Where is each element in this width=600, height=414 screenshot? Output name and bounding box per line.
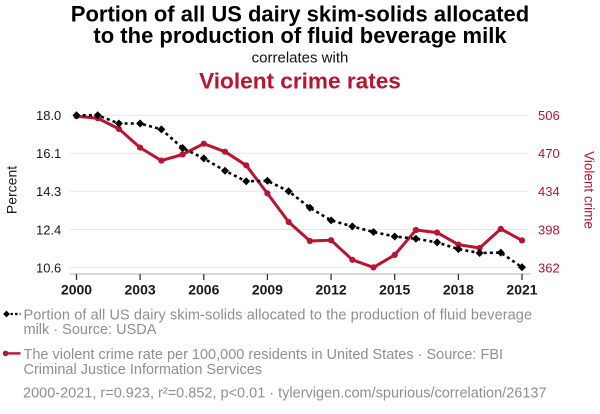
svg-text:Portion of all US dairy skim-s: Portion of all US dairy skim-solids allo… <box>71 1 529 26</box>
svg-text:2003: 2003 <box>125 282 156 298</box>
svg-text:milk · Source: USDA: milk · Source: USDA <box>24 322 157 338</box>
svg-text:2021: 2021 <box>506 282 537 298</box>
svg-text:12.4: 12.4 <box>36 222 61 237</box>
svg-text:362: 362 <box>538 260 560 275</box>
svg-text:2012: 2012 <box>316 282 347 298</box>
svg-text:Violent crime: Violent crime <box>582 151 597 229</box>
svg-text:398: 398 <box>538 222 560 237</box>
svg-text:2006: 2006 <box>188 282 219 298</box>
svg-text:470: 470 <box>538 146 560 161</box>
svg-text:Violent crime rates: Violent crime rates <box>199 68 401 93</box>
svg-text:10.6: 10.6 <box>36 260 61 275</box>
svg-text:Percent: Percent <box>4 166 20 214</box>
svg-text:2018: 2018 <box>443 282 474 298</box>
svg-text:to the production of fluid bev: to the production of fluid beverage milk <box>93 23 507 48</box>
svg-text:18.0: 18.0 <box>36 108 61 123</box>
svg-text:2009: 2009 <box>252 282 283 298</box>
svg-text:The violent crime rate per 100: The violent crime rate per 100,000 resid… <box>24 347 504 363</box>
svg-text:506: 506 <box>538 108 560 123</box>
svg-text:Criminal Justice Information S: Criminal Justice Information Services <box>24 362 263 378</box>
svg-text:Portion of all US dairy skim-s: Portion of all US dairy skim-solids allo… <box>24 308 533 324</box>
svg-text:2015: 2015 <box>379 282 410 298</box>
svg-text:2000-2021, r=0.923, r²=0.852,: 2000-2021, r=0.923, r²=0.852, p<0.01 · t… <box>23 386 547 402</box>
svg-text:14.3: 14.3 <box>36 184 61 199</box>
svg-text:16.1: 16.1 <box>36 146 61 161</box>
svg-text:2000: 2000 <box>61 282 92 298</box>
svg-text:434: 434 <box>538 184 560 199</box>
svg-text:correlates with: correlates with <box>252 50 349 67</box>
